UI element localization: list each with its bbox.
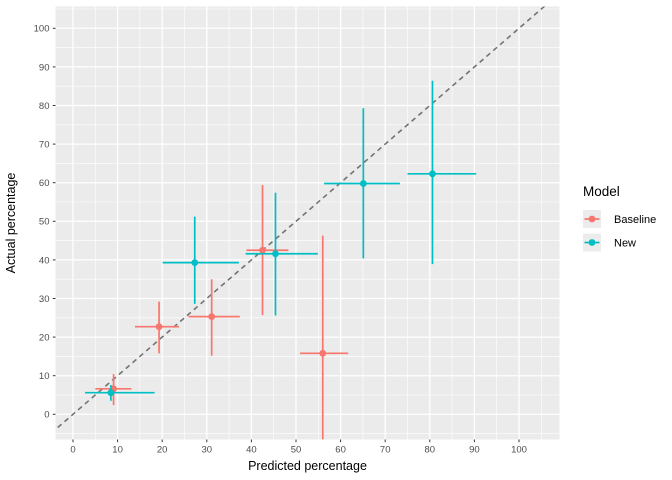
x-tick-label: 30 bbox=[202, 445, 213, 456]
x-tick-label: 20 bbox=[157, 445, 168, 456]
x-tick-label: 10 bbox=[112, 445, 123, 456]
x-tick-label: 0 bbox=[70, 445, 75, 456]
y-tick-label: 10 bbox=[39, 371, 50, 382]
y-tick-label: 30 bbox=[39, 294, 50, 305]
panel-background bbox=[55, 6, 560, 440]
x-tick-label: 40 bbox=[246, 445, 257, 456]
x-tick-label: 70 bbox=[380, 445, 391, 456]
y-tick-label: 50 bbox=[39, 217, 50, 228]
x-axis-title: Predicted percentage bbox=[248, 459, 367, 473]
y-tick-label: 100 bbox=[34, 24, 50, 35]
data-point bbox=[259, 246, 266, 254]
series-new bbox=[85, 80, 477, 401]
legend-item-new: New bbox=[583, 233, 636, 252]
y-axis-title: Actual percentage bbox=[4, 173, 18, 274]
y-tick-label: 20 bbox=[39, 332, 50, 343]
data-point bbox=[272, 250, 279, 258]
identity-reference-line bbox=[55, 6, 546, 431]
y-tick-label: 60 bbox=[39, 178, 50, 189]
legend-item-label: New bbox=[614, 238, 636, 250]
legend-item-baseline: Baseline bbox=[583, 210, 656, 228]
data-series bbox=[85, 80, 477, 440]
data-point bbox=[429, 170, 436, 178]
legend: Model Baseline New bbox=[583, 184, 656, 252]
legend-key-point bbox=[588, 215, 596, 223]
series-baseline bbox=[95, 185, 349, 440]
x-tick-label: 60 bbox=[335, 445, 346, 456]
y-tick-label: 0 bbox=[44, 410, 49, 421]
data-point bbox=[208, 313, 216, 321]
x-tick-label: 100 bbox=[511, 445, 527, 456]
x-tick-label: 50 bbox=[291, 445, 302, 456]
data-point bbox=[319, 349, 327, 357]
data-point bbox=[359, 180, 367, 187]
legend-item-label: Baseline bbox=[614, 214, 656, 226]
legend-title: Model bbox=[583, 184, 620, 199]
x-tick-label: 80 bbox=[425, 445, 436, 456]
y-tick-label: 90 bbox=[39, 62, 50, 73]
data-point bbox=[155, 323, 163, 331]
y-tick-label: 80 bbox=[39, 101, 50, 112]
y-tick-label: 40 bbox=[39, 255, 50, 266]
data-point bbox=[191, 259, 199, 267]
data-point bbox=[107, 389, 115, 397]
y-tick-label: 70 bbox=[39, 140, 50, 151]
legend-key-point bbox=[588, 239, 596, 246]
x-tick-label: 90 bbox=[469, 445, 480, 456]
y-axis: 0 10 20 30 40 50 60 70 80 90 100 bbox=[34, 24, 56, 421]
identity-line bbox=[55, 6, 546, 431]
x-axis: 0 10 20 30 40 50 60 70 80 90 100 bbox=[70, 439, 527, 456]
